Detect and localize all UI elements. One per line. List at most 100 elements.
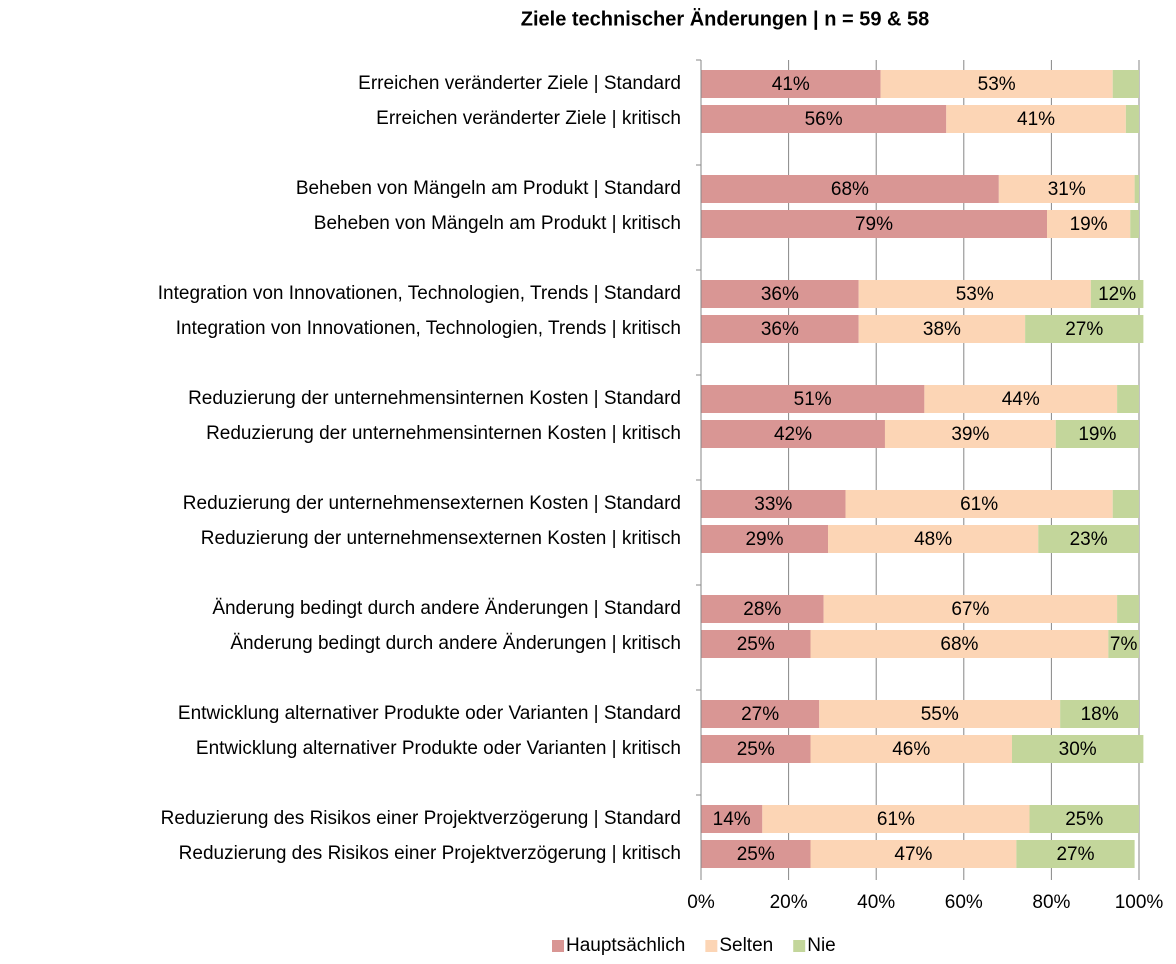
bar-segment xyxy=(1016,840,1135,868)
data-label: 18% xyxy=(1081,704,1119,725)
y-tick-label: Reduzierung der unternehmensinternen Kos… xyxy=(206,423,681,444)
data-label: 61% xyxy=(877,809,915,830)
data-label: 36% xyxy=(761,319,799,340)
y-tick-label: Erreichen veränderter Ziele | kritisch xyxy=(376,108,681,129)
bar-segment xyxy=(701,700,820,728)
data-label: 19% xyxy=(1070,214,1108,235)
legend-swatch xyxy=(793,940,806,952)
y-tick-label: Entwicklung alternativer Produkte oder V… xyxy=(196,738,681,759)
bar-segment xyxy=(810,840,1017,868)
bar-segment xyxy=(884,420,1056,448)
bar-segment xyxy=(701,70,881,98)
data-label: 44% xyxy=(1002,389,1040,410)
data-label: 33% xyxy=(754,494,792,515)
bar-segment xyxy=(880,70,1113,98)
y-tick-label: Integration von Innovationen, Technologi… xyxy=(176,318,681,339)
data-label: 14% xyxy=(713,809,751,830)
legend-label: Selten xyxy=(719,935,773,956)
data-label: 30% xyxy=(1059,739,1097,760)
bar-segment xyxy=(701,525,829,553)
bar-segment xyxy=(1108,630,1139,658)
data-label: 51% xyxy=(794,389,832,410)
bar-segment xyxy=(1117,595,1139,623)
data-label: 25% xyxy=(737,739,775,760)
bar-segment xyxy=(924,385,1118,413)
y-tick-label: Reduzierung der unternehmensexternen Kos… xyxy=(201,528,681,549)
bar-segment xyxy=(1090,280,1144,308)
data-label: 68% xyxy=(940,634,978,655)
data-label: 53% xyxy=(956,284,994,305)
legend-label: Nie xyxy=(807,935,836,956)
data-label: 46% xyxy=(892,739,930,760)
bar-segment xyxy=(1060,700,1139,728)
y-tick-label: Entwicklung alternativer Produkte oder V… xyxy=(178,703,681,724)
bar-segment xyxy=(701,315,859,343)
x-tick-label: 20% xyxy=(770,892,808,913)
bar-segment xyxy=(1038,525,1139,553)
x-tick-label: 0% xyxy=(687,892,715,913)
legend-swatch xyxy=(552,940,564,952)
data-label: 47% xyxy=(894,844,932,865)
data-label: 79% xyxy=(855,214,893,235)
bar-segment xyxy=(701,805,763,833)
data-label: 68% xyxy=(831,179,869,200)
data-label: 25% xyxy=(737,844,775,865)
bar-segment xyxy=(701,595,824,623)
data-label: 38% xyxy=(923,319,961,340)
y-tick-label: Änderung bedingt durch andere Änderungen… xyxy=(230,633,681,654)
data-label: 28% xyxy=(743,599,781,620)
data-label: 56% xyxy=(805,109,843,130)
bar-segment xyxy=(1047,210,1131,238)
bar-segment xyxy=(819,700,1061,728)
bar-segment xyxy=(1025,315,1144,343)
data-label: 48% xyxy=(914,529,952,550)
data-label: 23% xyxy=(1070,529,1108,550)
x-tick-label: 60% xyxy=(945,892,983,913)
bar-segment xyxy=(823,595,1118,623)
bar-segment xyxy=(762,805,1030,833)
data-label: 41% xyxy=(1017,109,1055,130)
bar-segment xyxy=(1029,805,1139,833)
data-label: 31% xyxy=(1048,179,1086,200)
data-label: 67% xyxy=(951,599,989,620)
bar-segment xyxy=(701,420,885,448)
y-tick-label: Reduzierung der unternehmensinternen Kos… xyxy=(188,388,681,409)
data-label: 36% xyxy=(761,284,799,305)
x-tick-label: 40% xyxy=(857,892,895,913)
bar-segment xyxy=(1112,490,1139,518)
bar-segment xyxy=(810,630,1109,658)
bar-segment xyxy=(701,490,846,518)
y-tick-label: Reduzierung des Risikos einer Projektver… xyxy=(179,843,681,864)
x-tick-label: 80% xyxy=(1032,892,1070,913)
bar-segment xyxy=(1117,385,1139,413)
data-label: 53% xyxy=(978,74,1016,95)
legend-swatch xyxy=(705,940,718,952)
data-label: 25% xyxy=(1065,809,1103,830)
data-label: 42% xyxy=(774,424,812,445)
data-label: 7% xyxy=(1110,634,1138,655)
data-label: 29% xyxy=(745,529,783,550)
bar-segment xyxy=(1112,70,1139,98)
bar-segment xyxy=(998,175,1135,203)
y-tick-label: Integration von Innovationen, Technologi… xyxy=(158,283,681,304)
data-label: 27% xyxy=(741,704,779,725)
y-tick-label: Änderung bedingt durch andere Änderungen… xyxy=(212,598,681,619)
bar-segment xyxy=(1130,210,1139,238)
bar-segment xyxy=(828,525,1039,553)
bar-segment xyxy=(1011,735,1144,763)
bar-segment xyxy=(701,105,947,133)
y-tick-label: Beheben von Mängeln am Produkt | kritisc… xyxy=(314,213,681,234)
data-label: 12% xyxy=(1098,284,1136,305)
legend-label: Hauptsächlich xyxy=(566,935,685,956)
x-tick-label: 100% xyxy=(1115,892,1164,913)
bar-segment xyxy=(858,280,1091,308)
data-label: 19% xyxy=(1078,424,1116,445)
bar-segment xyxy=(701,840,811,868)
bar-segment xyxy=(810,735,1012,763)
data-label: 25% xyxy=(737,634,775,655)
bar-segment xyxy=(845,490,1113,518)
y-tick-label: Beheben von Mängeln am Produkt | Standar… xyxy=(296,178,681,199)
y-tick-label: Reduzierung der unternehmensexternen Kos… xyxy=(183,493,681,514)
data-label: 39% xyxy=(951,424,989,445)
